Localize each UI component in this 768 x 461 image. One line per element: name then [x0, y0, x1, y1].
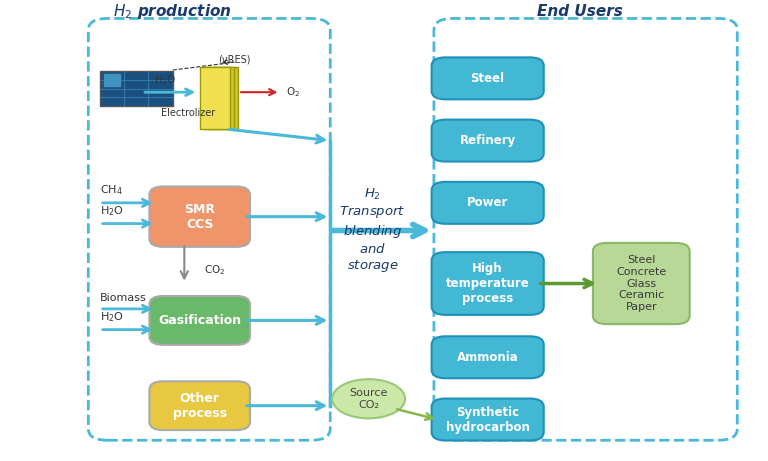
Text: $H_2$ production: $H_2$ production — [114, 2, 232, 21]
FancyBboxPatch shape — [207, 67, 238, 129]
Ellipse shape — [332, 379, 406, 419]
FancyBboxPatch shape — [432, 337, 544, 378]
Text: Gasification: Gasification — [158, 314, 241, 327]
Text: CH$_4$: CH$_4$ — [100, 183, 123, 197]
Text: Refinery: Refinery — [459, 134, 516, 147]
Text: Other
process: Other process — [173, 392, 227, 420]
Text: Biomass: Biomass — [100, 293, 147, 303]
Text: O$_2$: O$_2$ — [286, 85, 300, 99]
FancyBboxPatch shape — [149, 381, 250, 430]
Text: H$_2$O: H$_2$O — [154, 73, 177, 87]
Text: End Users: End Users — [537, 4, 623, 19]
FancyBboxPatch shape — [100, 71, 173, 106]
Text: Electrolizer: Electrolizer — [161, 108, 215, 118]
Text: Source
CO₂: Source CO₂ — [349, 388, 388, 409]
Text: High
temperature
process: High temperature process — [445, 262, 530, 305]
FancyBboxPatch shape — [593, 243, 690, 324]
Text: Steel: Steel — [471, 72, 505, 85]
Text: CO$_2$: CO$_2$ — [204, 263, 225, 277]
FancyBboxPatch shape — [432, 182, 544, 224]
FancyBboxPatch shape — [432, 398, 544, 441]
Text: Synthetic
hydrocarbon: Synthetic hydrocarbon — [445, 406, 530, 433]
FancyBboxPatch shape — [149, 296, 250, 345]
FancyBboxPatch shape — [149, 187, 250, 247]
FancyBboxPatch shape — [432, 120, 544, 162]
Text: Ammonia: Ammonia — [457, 351, 518, 364]
Text: Power: Power — [467, 196, 508, 209]
FancyBboxPatch shape — [204, 67, 234, 129]
Text: H$_2$O: H$_2$O — [100, 310, 124, 324]
Text: Steel
Concrete
Glass
Ceramic
Paper: Steel Concrete Glass Ceramic Paper — [616, 255, 667, 312]
FancyBboxPatch shape — [432, 58, 544, 100]
Text: $H_2$
$\mathit{Transport}$
$\mathit{blending}$
$\mathit{and}$
$\mathit{storage}$: $H_2$ $\mathit{Transport}$ $\mathit{blen… — [339, 187, 406, 274]
Text: (vRES): (vRES) — [218, 54, 250, 64]
Text: SMR
CCS: SMR CCS — [184, 203, 215, 230]
FancyBboxPatch shape — [432, 252, 544, 315]
FancyBboxPatch shape — [200, 67, 230, 129]
Text: H$_2$O: H$_2$O — [100, 204, 124, 218]
